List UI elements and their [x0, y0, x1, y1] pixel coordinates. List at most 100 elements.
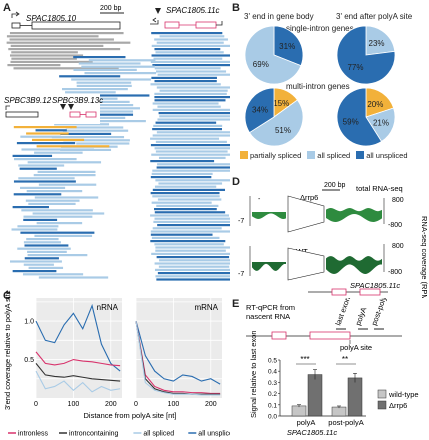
read-inset: [14, 158, 77, 161]
read-right: [155, 246, 230, 249]
read-right: [156, 70, 227, 73]
read-grey: [11, 51, 78, 54]
read-grey: [6, 35, 99, 38]
line-chart-2: 0 100 200 mRNA: [134, 298, 222, 408]
svg-text:all unspliced: all unspliced: [198, 431, 230, 438]
read-inset: [37, 170, 96, 173]
read-inset: [12, 206, 49, 209]
read-inset: [20, 231, 95, 234]
legend-item-e: wild-type: [377, 389, 419, 399]
pie-chart-2: 23% 77%: [336, 25, 396, 85]
row-header-2: multi-intron genes: [286, 82, 350, 91]
read-right: [154, 262, 230, 265]
legend-item-c: all unspliced: [188, 431, 230, 438]
read-inset: [13, 126, 77, 129]
bar: [307, 374, 323, 417]
read-right: [150, 192, 220, 195]
read-grey: [9, 54, 84, 57]
read-right: [155, 150, 228, 153]
inset-gene-model: [5, 104, 97, 118]
read-inset: [24, 257, 59, 260]
read-right: [154, 185, 217, 188]
primer-label: last exon: [333, 298, 352, 327]
series-line: [35, 351, 121, 367]
series-line: [135, 320, 221, 385]
coverage-area: [326, 262, 382, 274]
read-right: [154, 67, 221, 70]
read-inset: [23, 218, 58, 221]
read-right: [151, 44, 230, 47]
read-right: [152, 134, 230, 137]
scale-label: 200 bp: [100, 5, 122, 12]
primer-label: polyA: [353, 306, 368, 327]
ylabel-c: 3'end coverage relative to polyA site: [3, 290, 12, 410]
inset-gene-label-left: SPBC3B9.12: [4, 96, 52, 105]
read-right: [154, 48, 221, 51]
read-middle: [83, 94, 150, 97]
y-tick-label-e: 0.0: [268, 414, 277, 421]
read-right: [155, 121, 217, 124]
read-inset: [27, 161, 102, 164]
svg-text:wild-type: wild-type: [388, 390, 419, 399]
read-right: [156, 256, 230, 259]
read-inset: [32, 212, 105, 215]
read-right: [151, 172, 213, 175]
read-middle: [78, 120, 146, 123]
read-middle: [63, 139, 130, 142]
x-tick-label: 0: [34, 401, 38, 408]
read-right: [156, 131, 230, 134]
read-right: [150, 60, 230, 63]
read-right: [154, 217, 230, 220]
series-line: [35, 303, 121, 372]
read-right: [155, 249, 226, 252]
read-inset: [16, 142, 76, 145]
legend-item-all-spliced: all spliced: [307, 151, 350, 160]
coverage-area: [252, 262, 286, 271]
series-line: [135, 320, 221, 396]
read-middle: [76, 81, 132, 84]
read-middle: [62, 88, 128, 91]
read-middle: [76, 84, 132, 87]
read-middle: [65, 91, 116, 94]
read-right: [157, 73, 230, 76]
read-inset: [13, 193, 62, 196]
coverage-area: [326, 208, 382, 212]
read-inset: [36, 222, 83, 225]
read-inset: [26, 132, 69, 135]
chart-title: nRNA: [97, 303, 119, 312]
read-middle: [81, 65, 155, 68]
panel-b: 3' end in gene body 3' end after polyA s…: [232, 0, 429, 175]
tick-min-bottom: -7: [238, 271, 244, 278]
tick-800-b: 800: [392, 243, 404, 250]
y-tick-label-e: 0.1: [268, 402, 277, 409]
read-inset: [34, 196, 99, 199]
coverage-area: [326, 256, 382, 262]
read-inset: [25, 199, 80, 202]
read-right: [151, 76, 217, 79]
gene-label-e: SPAC1805.11c: [287, 428, 337, 437]
read-right: [154, 211, 226, 214]
read-inset: [33, 174, 96, 177]
read-middle: [65, 126, 124, 129]
bar: [347, 377, 363, 417]
read-middle: [59, 75, 121, 78]
read-right: [154, 208, 217, 211]
read-inset: [23, 215, 93, 218]
panel-e-letter: E: [232, 298, 240, 310]
x-tick-label: 0: [134, 401, 138, 408]
read-middle: [78, 62, 141, 65]
series-line: [135, 320, 221, 395]
read-middle: [77, 113, 134, 116]
read-right: [150, 214, 229, 217]
pie-slice-label: 34%: [252, 105, 268, 114]
polyA-site-label: polyA site: [340, 343, 372, 352]
y-tick-label: 1.0: [24, 319, 34, 326]
read-right: [153, 124, 223, 127]
panel-b-letter: B: [232, 2, 240, 14]
y-tick-label-e: 0.2: [268, 391, 277, 398]
read-middle: [51, 136, 125, 139]
read-right: [152, 108, 230, 111]
read-right: [150, 176, 212, 179]
read-tracks: [6, 32, 230, 281]
read-middle: [62, 107, 140, 110]
